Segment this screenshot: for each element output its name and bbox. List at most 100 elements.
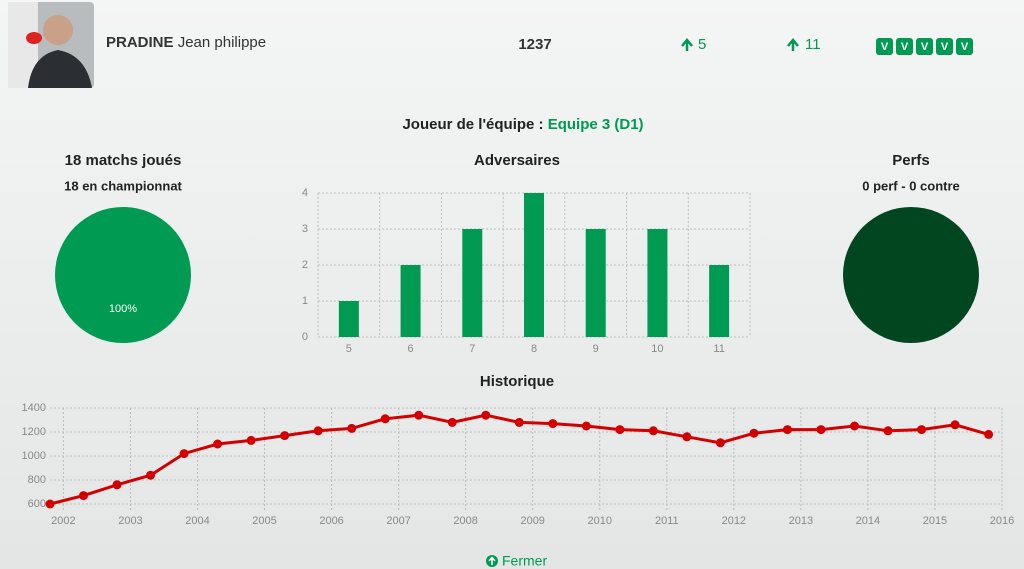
x-tick-label: 2005 bbox=[252, 515, 276, 527]
chart-title: 18 matchs joués bbox=[65, 152, 182, 169]
x-tick-label: 2015 bbox=[923, 515, 947, 527]
bar bbox=[585, 229, 606, 337]
y-tick-label: 1200 bbox=[22, 426, 46, 438]
team-name: Equipe 3 (D1) bbox=[548, 116, 644, 133]
player-photo bbox=[8, 2, 94, 88]
up-arrow bbox=[787, 38, 799, 51]
point bbox=[850, 421, 860, 431]
bar bbox=[709, 265, 730, 337]
badge-label: V bbox=[881, 41, 889, 53]
chart-title: Historique bbox=[480, 373, 554, 390]
y-tick-label: 600 bbox=[28, 498, 46, 510]
progress: 11 bbox=[805, 36, 821, 53]
point bbox=[581, 421, 591, 431]
point bbox=[213, 439, 223, 449]
x-tick-label: 2006 bbox=[319, 515, 343, 527]
x-tick-label: 2014 bbox=[856, 515, 880, 527]
badge bbox=[936, 38, 953, 55]
x-tick-label: 2004 bbox=[185, 515, 209, 527]
point bbox=[984, 429, 994, 439]
x-tick-label: 2007 bbox=[386, 515, 410, 527]
point bbox=[782, 425, 792, 435]
badge-label: V bbox=[901, 41, 909, 53]
point bbox=[45, 499, 55, 509]
last-name: PRADINE bbox=[106, 34, 174, 51]
points: 1237 bbox=[518, 36, 551, 53]
point bbox=[682, 432, 692, 442]
progress: 5 bbox=[698, 36, 706, 53]
badge-label: V bbox=[941, 41, 949, 53]
y-tick-label: 4 bbox=[302, 187, 308, 199]
point bbox=[883, 426, 893, 436]
x-tick-label: 9 bbox=[593, 343, 599, 355]
point bbox=[816, 425, 826, 435]
point bbox=[112, 480, 122, 490]
bar bbox=[338, 301, 359, 337]
point bbox=[414, 410, 424, 420]
point bbox=[447, 417, 457, 427]
point bbox=[347, 423, 357, 433]
point bbox=[380, 414, 390, 424]
point bbox=[514, 417, 524, 427]
point bbox=[950, 420, 960, 430]
slice-label: 100% bbox=[109, 303, 137, 315]
up-arrow bbox=[681, 38, 693, 51]
x-tick-label: 2003 bbox=[118, 515, 142, 527]
point bbox=[715, 438, 725, 448]
first-name: Jean philippe bbox=[178, 34, 266, 51]
badge bbox=[896, 38, 913, 55]
badge bbox=[956, 38, 973, 55]
y-tick-label: 800 bbox=[28, 474, 46, 486]
point bbox=[313, 426, 323, 436]
y-tick-label: 3 bbox=[302, 223, 308, 235]
chart-subtitle: 0 perf - 0 contre bbox=[862, 178, 960, 193]
x-tick-label: 2012 bbox=[722, 515, 746, 527]
x-tick-label: 2008 bbox=[453, 515, 477, 527]
x-tick-label: 11 bbox=[713, 343, 724, 355]
x-tick-label: 2009 bbox=[520, 515, 544, 527]
point bbox=[615, 425, 625, 435]
point bbox=[280, 431, 290, 441]
y-tick-label: 1 bbox=[302, 295, 308, 307]
badge-label: V bbox=[961, 41, 969, 53]
x-tick-label: 10 bbox=[651, 343, 663, 355]
x-tick-label: 2002 bbox=[51, 515, 75, 527]
bar bbox=[524, 193, 544, 337]
point bbox=[749, 428, 759, 438]
point bbox=[179, 449, 189, 459]
x-tick-label: 2016 bbox=[990, 515, 1014, 527]
chart-subtitle: 18 en championnat bbox=[64, 178, 182, 193]
line bbox=[49, 413, 990, 506]
point bbox=[146, 470, 156, 480]
player-name: PRADINE Jean philippe bbox=[106, 34, 266, 51]
x-tick-label: 2011 bbox=[655, 515, 679, 527]
x-tick-label: 2010 bbox=[588, 515, 612, 527]
y-tick-label: 1400 bbox=[22, 402, 46, 414]
point bbox=[548, 419, 558, 429]
chart-title: Adversaires bbox=[474, 152, 560, 169]
x-tick-label: 5 bbox=[346, 343, 352, 355]
team-label: Joueur de l'équipe : bbox=[402, 116, 543, 133]
pie-slice bbox=[55, 207, 191, 343]
point bbox=[648, 426, 658, 436]
point bbox=[481, 410, 491, 420]
point bbox=[79, 491, 89, 501]
bar bbox=[647, 229, 668, 337]
x-tick-label: 2013 bbox=[789, 515, 813, 527]
y-tick-label: 1000 bbox=[22, 450, 46, 462]
badge bbox=[916, 38, 933, 55]
badge-label: V bbox=[921, 41, 929, 53]
x-tick-label: 6 bbox=[408, 343, 414, 355]
close-button[interactable]: Fermer bbox=[486, 553, 547, 569]
bar bbox=[462, 229, 483, 337]
x-tick-label: 8 bbox=[531, 343, 537, 355]
y-tick-label: 2 bbox=[302, 259, 308, 271]
x-tick-label: 7 bbox=[469, 343, 475, 355]
badge bbox=[876, 38, 893, 55]
point bbox=[246, 435, 256, 445]
y-tick-label: 0 bbox=[302, 331, 308, 343]
close-label[interactable]: Fermer bbox=[502, 553, 547, 569]
team-line: Joueur de l'équipe : Equipe 3 (D1) bbox=[402, 116, 643, 133]
point bbox=[917, 425, 927, 435]
